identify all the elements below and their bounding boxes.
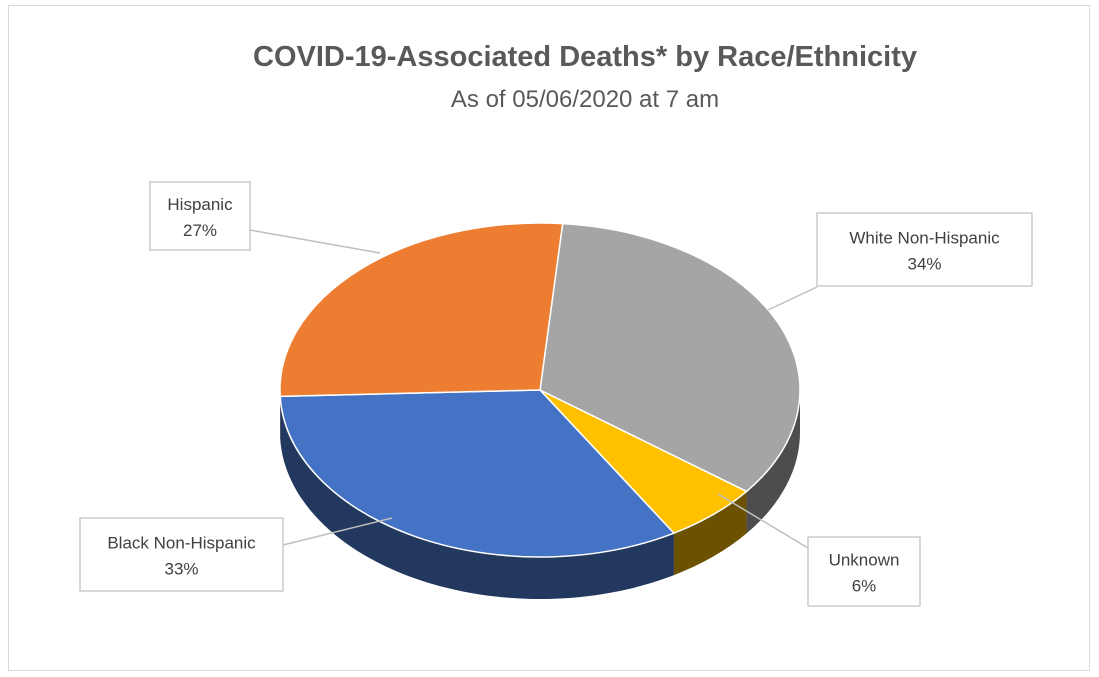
callout-box-white-non-hispanic: [816, 212, 1033, 287]
slice-label-black-non-hispanic: Black Non-Hispanic: [107, 534, 256, 553]
leader-line-hispanic: [249, 229, 381, 254]
callout-box-black-non-hispanic: [79, 517, 284, 592]
slice-value-hispanic: 27%: [183, 221, 217, 240]
callout-box-unknown: [807, 536, 921, 607]
callout-box-hispanic: [149, 181, 251, 251]
slice-value-white-non-hispanic: 34%: [907, 255, 941, 274]
chart-title: COVID-19-Associated Deaths* by Race/Ethn…: [253, 41, 917, 73]
pie-slice-hispanic: [279, 222, 564, 398]
pie-side-white-non-hispanic: [746, 390, 800, 534]
slice-label-white-non-hispanic: White Non-Hispanic: [849, 229, 1000, 248]
callout-hispanic: Hispanic 27%: [149, 181, 381, 254]
leader-line-white-non-hispanic: [767, 286, 818, 311]
leader-line-unknown: [717, 493, 809, 549]
pie-callouts: White Non-Hispanic 34% Unknown 6% Black Non-…: [79, 181, 1033, 607]
callout-black-non-hispanic: Black Non-Hispanic 33%: [79, 517, 393, 592]
pie-top-faces: [279, 222, 801, 558]
slice-label-hispanic: Hispanic: [167, 195, 233, 214]
callout-unknown: Unknown 6%: [717, 493, 921, 607]
pie-slice-black-non-hispanic: [279, 389, 676, 558]
pie-side-unknown: [673, 491, 747, 576]
pie-side-black-non-hispanic: [280, 396, 674, 599]
slice-value-unknown: 6%: [852, 577, 877, 596]
callout-white-non-hispanic: White Non-Hispanic 34%: [767, 212, 1033, 311]
leader-line-black-non-hispanic: [282, 517, 393, 546]
slice-value-black-non-hispanic: 33%: [164, 560, 198, 579]
chart-subtitle: As of 05/06/2020 at 7 am: [451, 86, 719, 113]
pie-slice-white-non-hispanic: [539, 222, 801, 493]
slice-label-unknown: Unknown: [829, 551, 900, 570]
